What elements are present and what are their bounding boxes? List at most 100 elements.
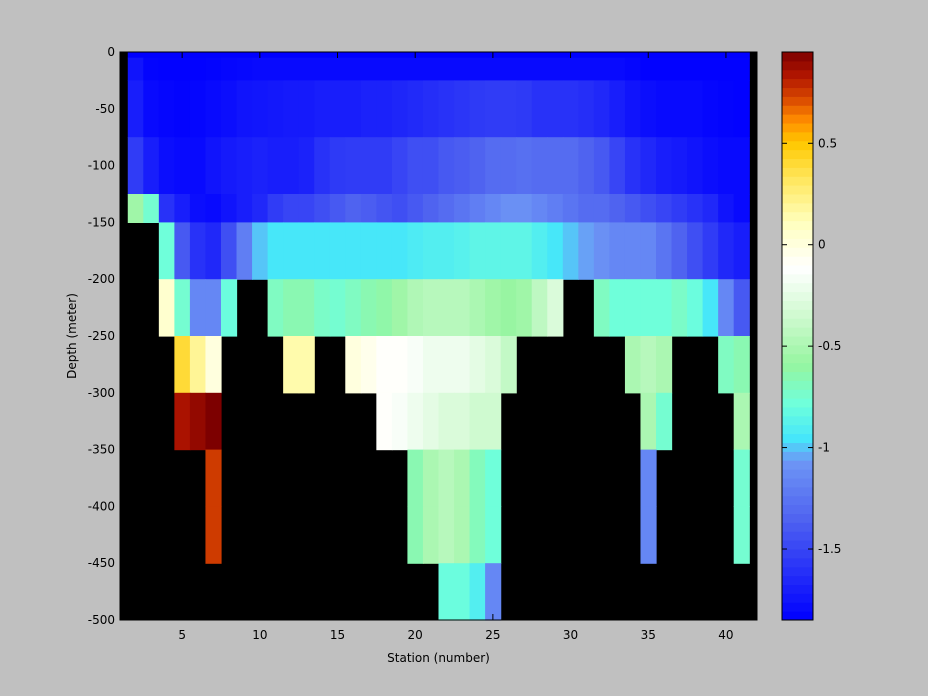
heatmap-cell [407,57,424,81]
colorbar-band [782,194,813,204]
colorbar-band [782,300,813,310]
heatmap-cell [469,57,486,81]
y-tick-label: -50 [95,102,115,116]
y-axis-ticks: 0 -50 -100 -150 -200 -250 -300 -350 -400 -450 -500 [88,45,757,627]
x-tick-label: 40 [718,628,733,642]
x-tick-label: 10 [252,628,267,642]
colorbar-band [782,407,813,417]
heatmap-cell [609,137,626,195]
heatmap-cell [733,279,750,337]
heatmap-cell [733,392,750,451]
heatmap-cell [656,222,673,280]
heatmap-cell [687,80,704,138]
colorbar-band [782,451,813,461]
heatmap-cell [298,57,315,81]
heatmap-cell [314,279,331,337]
heatmap-cell [391,279,409,337]
heatmap-cell [531,222,548,280]
heatmap-cell [314,80,331,138]
colorbar-band [782,238,813,248]
heatmap-cell [189,336,207,394]
heatmap-cell [143,57,160,81]
heatmap-cell [469,279,486,337]
colorbar-band [782,265,813,275]
colorbar-band [782,78,813,89]
heatmap-cell [609,80,626,138]
heatmap-cell [252,222,269,280]
colorbar-band [782,575,813,586]
heatmap-cell [376,80,393,138]
heatmap-cell [438,392,455,451]
heatmap-cell [500,336,517,394]
heatmap-cell [516,194,533,223]
colorbar-band [782,522,813,532]
heatmap-cell [656,57,673,81]
heatmap-cell [422,194,440,223]
heatmap-cell [624,279,642,337]
heatmap-cell [158,137,175,195]
heatmap-cell [656,336,673,394]
heatmap-cell [485,80,502,138]
heatmap-cell [687,279,704,337]
y-tick-label: -450 [88,556,115,570]
heatmap-cell [143,194,160,223]
heatmap-cell [391,194,409,223]
heatmap-cell [500,194,517,223]
heatmap-cell [283,336,300,394]
colorbar-band [782,202,813,213]
y-tick-label: -150 [88,215,115,229]
colorbar-tick-label: -0.5 [818,339,841,353]
heatmap-cell [687,52,704,59]
heatmap-cell [640,506,657,564]
heatmap-cell [656,137,673,195]
heatmap-cell [205,336,222,394]
heatmap-cell [609,57,626,81]
colorbar-band [782,336,813,346]
heatmap-cell [267,194,284,223]
heatmap-cell [345,194,362,223]
heatmap-cell [531,194,548,223]
heatmap-cell [220,57,238,81]
heatmap-cell [702,194,719,223]
heatmap-cell [422,506,440,564]
x-tick-label: 5 [178,628,186,642]
colorbar-band [782,460,813,470]
heatmap-cell [298,336,315,394]
heatmap-cell [671,137,688,195]
heatmap-cell [469,506,486,564]
heatmap-cell [438,57,455,81]
heatmap-cell [656,52,673,59]
heatmap-plot-area [119,51,758,621]
colorbar-band [782,185,813,195]
heatmap-cell [469,222,486,280]
heatmap-cell [283,80,300,138]
heatmap-cell [267,279,284,337]
heatmap-cell [562,80,579,138]
colorbar-band [782,433,813,444]
heatmap-cell [438,279,455,337]
colorbar-tick-label: -1.5 [818,542,841,556]
heatmap-cell [189,222,207,280]
heatmap-cell [469,80,486,138]
heatmap-cell [174,392,191,451]
colorbar-band [782,229,813,239]
heatmap-cell [174,137,191,195]
colorbar-tick-label: -1 [818,441,830,455]
heatmap-cell [329,194,346,223]
heatmap-cell [438,52,455,59]
heatmap-cell [283,279,300,337]
heatmap-cell [485,222,502,280]
heatmap-cell [298,279,315,337]
y-tick-label: -250 [88,329,115,343]
heatmap-cell [547,194,564,223]
heatmap-cell [485,279,502,337]
heatmap-cell [158,279,175,337]
heatmap-cell [469,392,486,451]
heatmap-cell [329,80,346,138]
x-tick-label: 35 [641,628,656,642]
colorbar-band [782,220,813,231]
heatmap-cell [205,279,222,337]
heatmap-cell [531,137,548,195]
heatmap-cell [578,222,595,280]
heatmap-cell [252,80,269,138]
